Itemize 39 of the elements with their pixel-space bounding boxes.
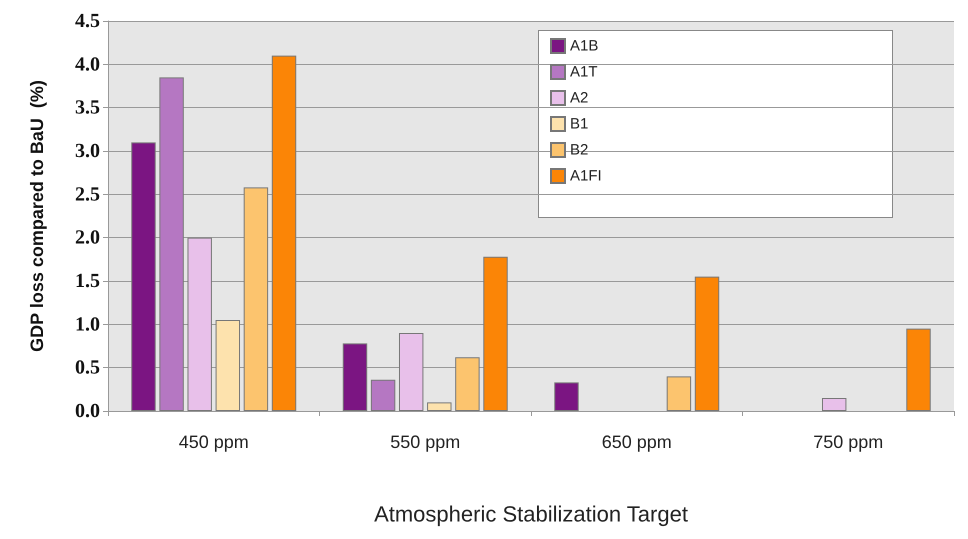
bar <box>187 238 212 411</box>
legend-label: A1B <box>570 38 598 54</box>
bar <box>822 398 846 411</box>
y-tick-label: 1.0 <box>75 313 100 336</box>
y-tick-label: 4.5 <box>75 10 100 32</box>
bar <box>694 276 720 411</box>
legend-label: B2 <box>570 142 588 158</box>
bar <box>554 382 579 411</box>
bar <box>427 402 452 411</box>
y-tick-label: 1.5 <box>75 270 100 292</box>
bar <box>159 77 184 411</box>
bar <box>216 320 240 411</box>
bar <box>398 333 424 411</box>
bar <box>370 380 396 411</box>
y-tick-label: 4.0 <box>75 53 100 76</box>
bar <box>131 142 156 411</box>
bar <box>455 357 480 411</box>
x-axis-title: Atmospheric Stabilization Target <box>374 502 688 526</box>
x-tick-label: 650 ppm <box>602 432 672 452</box>
x-tick-label: 550 ppm <box>390 432 460 452</box>
y-tick-label: 3.0 <box>75 140 100 162</box>
y-tick-label: 3.5 <box>75 96 100 119</box>
bar <box>483 256 508 411</box>
y-tick-label: 2.5 <box>75 183 100 206</box>
bar <box>342 343 368 411</box>
legend-label: B1 <box>570 116 588 132</box>
x-tick-label: 450 ppm <box>178 432 249 452</box>
legend-label: A1T <box>570 64 598 80</box>
bar <box>906 328 931 411</box>
legend-label: A2 <box>570 90 588 106</box>
y-tick-label: 0.0 <box>75 400 100 422</box>
bar <box>244 187 268 411</box>
bar <box>272 56 296 411</box>
y-axis-title: GDP loss compared to BaU (%) <box>27 80 47 352</box>
y-tick-label: 2.0 <box>75 226 100 249</box>
y-tick-label: 0.5 <box>75 356 100 379</box>
legend-label: A1FI <box>570 168 602 184</box>
bar <box>666 376 692 411</box>
x-tick-label: 750 ppm <box>813 432 884 452</box>
